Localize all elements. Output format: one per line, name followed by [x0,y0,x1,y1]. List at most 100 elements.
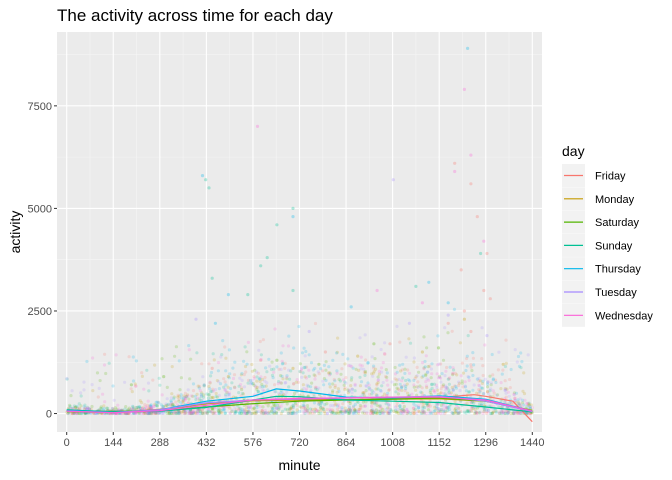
point-friday [176,393,180,397]
point-monday [392,409,396,413]
point-tuesday [172,410,176,414]
point-thursday [191,410,196,414]
point-thursday [372,364,376,368]
point-wednesday [420,361,425,365]
point-saturday [436,346,441,350]
point-wednesday [258,405,263,409]
point-monday [363,371,368,375]
point-tuesday [158,411,162,415]
point-friday [504,338,508,342]
point-friday [283,361,287,365]
point-tuesday [368,388,372,392]
point-wednesday [116,403,120,407]
point-saturday [200,411,204,415]
point-sunday [259,353,263,357]
point-wednesday [315,409,319,413]
point-sunday [196,410,200,414]
point-friday [372,366,376,370]
point-saturday [349,378,353,382]
point-tuesday [370,355,374,359]
point-tuesday [165,397,169,401]
point-friday [277,405,281,409]
point-monday [245,409,249,413]
point-tuesday [450,411,454,415]
point-wednesday [448,392,452,396]
point-thursday [302,346,306,350]
point-friday [103,352,107,356]
point-monday [70,411,74,415]
point-thursday [319,367,323,371]
point-saturday [515,410,519,414]
point-friday [385,394,389,398]
point-thursday [271,376,275,380]
point-wednesday [129,407,133,411]
point-tuesday [368,387,372,391]
point-saturday [273,404,277,408]
point-friday [410,411,414,415]
point-thursday [479,386,483,390]
point-saturday [191,394,195,398]
point-wednesday [513,396,517,400]
point-sunday [488,389,492,393]
point-saturday [422,335,426,339]
point-monday [375,382,379,386]
point-saturday [98,379,102,383]
point-friday [492,391,496,395]
point-saturday [386,406,390,410]
point-wednesday [152,404,156,408]
point-saturday [517,410,521,414]
point-saturday [312,373,316,377]
point-friday [211,411,215,416]
point-friday [148,404,152,408]
point-sunday [430,382,434,387]
point-tuesday [365,384,369,388]
point-saturday [346,388,350,392]
point-sunday [209,410,213,414]
legend-label-friday: Friday [595,171,626,183]
point-tuesday [74,411,78,415]
point-sunday [447,390,451,394]
point-saturday [205,410,209,415]
point-sunday [424,402,428,406]
point-thursday [437,409,441,413]
point-friday [210,366,214,370]
point-monday [420,411,424,415]
point-wednesday [347,364,351,368]
point-wednesday [304,376,309,380]
point-sunday [207,393,211,397]
point-monday [444,410,448,414]
point-monday [330,390,335,395]
point-thursday [217,387,221,391]
point-saturday [392,383,396,387]
point-friday [459,409,463,414]
point-sunday [319,403,323,407]
point-saturday [425,346,429,350]
point-tuesday [401,411,406,415]
point-saturday [384,368,388,372]
point-monday [163,404,168,408]
point-thursday [191,382,196,386]
point-monday [211,395,215,399]
point-thursday [222,408,226,412]
point-wednesday [160,393,164,397]
point-friday [450,329,454,333]
point-thursday [222,407,226,411]
point-sunday [256,390,260,394]
point-friday [480,357,484,361]
point-monday [510,402,514,406]
point-sunday [162,405,166,409]
point-wednesday [153,411,157,415]
point-tuesday [391,178,395,182]
point-tuesday [316,370,320,374]
point-thursday [271,411,275,415]
point-tuesday [257,348,261,352]
point-sunday [480,386,485,390]
point-thursday [271,406,275,411]
point-monday [217,410,221,414]
point-wednesday [438,376,443,380]
point-thursday [440,372,444,376]
point-tuesday [412,356,416,360]
point-wednesday [387,403,391,407]
point-wednesday [299,368,303,372]
point-thursday [213,321,217,325]
